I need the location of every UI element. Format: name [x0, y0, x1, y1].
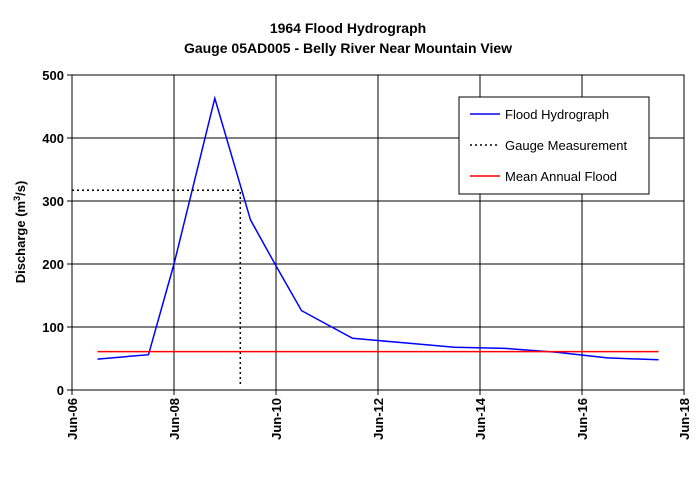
x-axis: Jun-06 Jun-08 Jun-10 Jun-12 Jun-14 Jun-16 Jun-…	[65, 390, 692, 440]
y-axis-label-end: /s)	[13, 181, 28, 196]
y-axis-label-main: Discharge (m	[13, 201, 28, 283]
y-axis-label: Discharge (m3/s)	[12, 181, 28, 284]
legend-label-gauge-measurement: Gauge Measurement	[505, 138, 628, 153]
y-tick-label-4: 400	[42, 131, 64, 146]
y-axis: 0 100 200 300 400 500	[42, 68, 72, 398]
plot-area	[71, 95, 659, 387]
chart-subtitle: Gauge 05AD005 - Belly River Near Mountai…	[184, 40, 512, 56]
x-tick-label-3: Jun-12	[371, 398, 386, 440]
y-tick-label-5: 500	[42, 68, 64, 83]
y-tick-label-2: 200	[42, 257, 64, 272]
y-tick-label-3: 300	[42, 194, 64, 209]
x-tick-label-2: Jun-10	[269, 398, 284, 440]
chart-title: 1964 Flood Hydrograph	[270, 20, 426, 36]
legend-label-mean-annual-flood: Mean Annual Flood	[505, 169, 617, 184]
x-tick-label-0: Jun-06	[65, 398, 80, 440]
y-axis-label-superscript: 3	[12, 196, 22, 201]
y-tick-label-0: 0	[57, 383, 64, 398]
x-tick-label-5: Jun-16	[575, 398, 590, 440]
x-tick-label-1: Jun-08	[167, 398, 182, 440]
series-gauge-measurement	[72, 189, 242, 387]
x-tick-label-4: Jun-14	[473, 397, 488, 440]
x-tick-label-6: Jun-18	[677, 398, 692, 440]
legend-label-flood-hydrograph: Flood Hydrograph	[505, 107, 609, 122]
legend: Flood Hydrograph Gauge Measurement Mean An…	[458, 96, 650, 195]
y-tick-label-1: 100	[42, 320, 64, 335]
